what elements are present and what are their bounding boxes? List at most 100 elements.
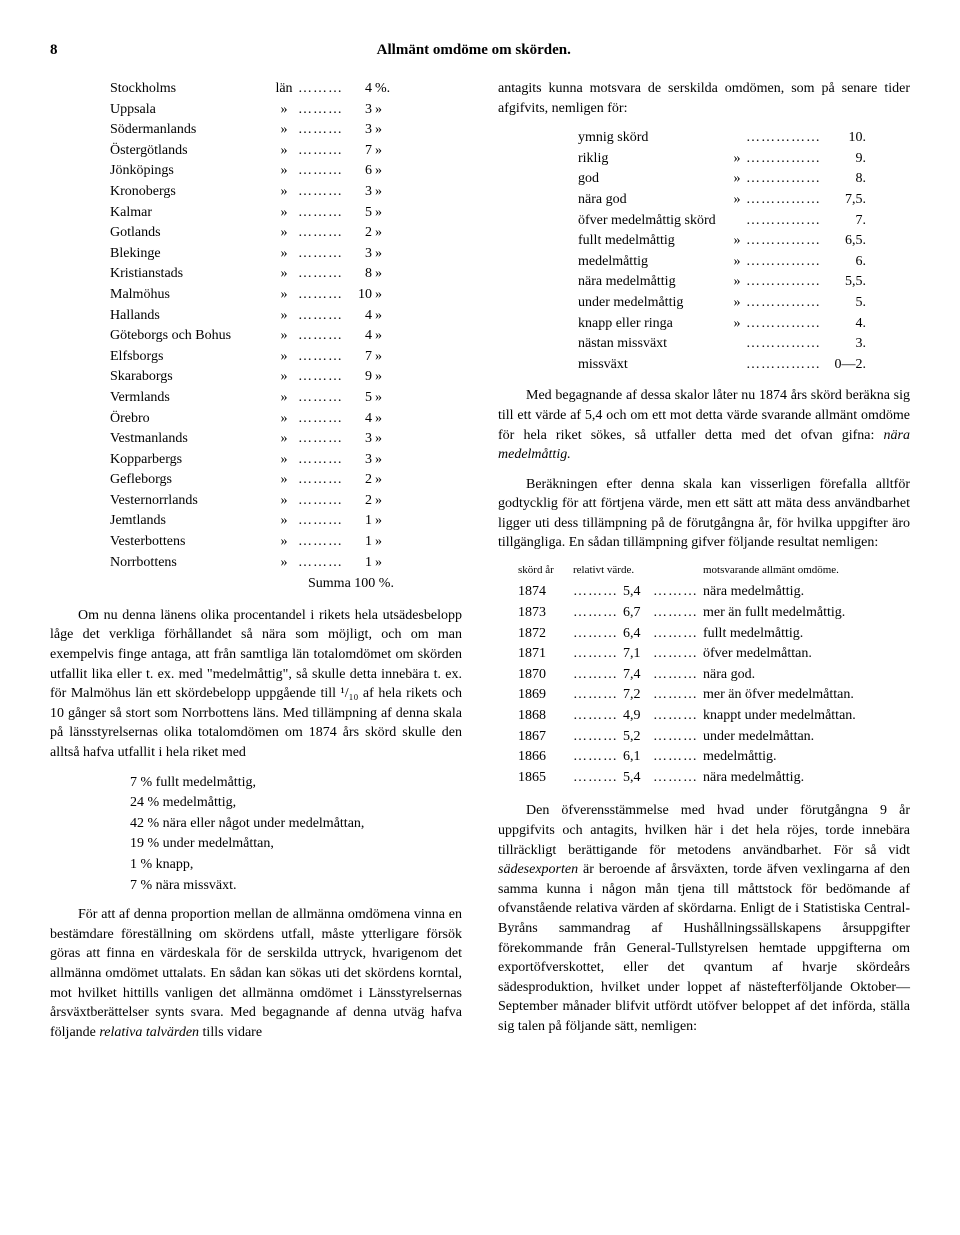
lan-value: 3: [346, 120, 372, 140]
lan-row: Norrbottens»………1»: [110, 553, 462, 573]
year-desc: medelmåttig.: [703, 747, 910, 767]
dots: ………: [298, 491, 346, 511]
pct-list-item: 24 % medelmåttig,: [130, 793, 462, 813]
scale-row: öfver medelmåttig skörd……………7.: [578, 211, 910, 231]
year-value: 5,4: [623, 582, 653, 602]
lan-word: »: [270, 429, 298, 449]
scale-label: ymnig skörd: [578, 128, 728, 148]
scale-label: under medelmåttig: [578, 293, 728, 313]
dots: ……………: [746, 293, 826, 313]
year-row: 1866………6,1………medelmåttig.: [518, 747, 910, 767]
year-year: 1867: [518, 727, 573, 747]
lan-name: Gotlands: [110, 223, 270, 243]
lan-unit: %.: [372, 79, 395, 99]
year-table-header: skörd år relativt värde. motsvarande all…: [518, 563, 910, 578]
summa-row: Summa 100 %.: [308, 574, 462, 594]
dots: ………: [298, 182, 346, 202]
scale-quote: [728, 211, 746, 231]
dots: ……………: [746, 231, 826, 251]
year-year: 1868: [518, 706, 573, 726]
dots: ………: [298, 264, 346, 284]
dots: ……………: [746, 355, 826, 375]
dots: ………: [573, 582, 623, 602]
lan-word: »: [270, 326, 298, 346]
lan-row: Kristianstads»………8»: [110, 264, 462, 284]
dots: ……………: [746, 272, 826, 292]
year-desc: knappt under medelmåttan.: [703, 706, 910, 726]
paragraph-r3: Beräkningen efter denna skala kan visser…: [498, 475, 910, 553]
lan-name: Vermlands: [110, 388, 270, 408]
scale-quote: »: [728, 169, 746, 189]
scale-quote: »: [728, 231, 746, 251]
lan-value: 7: [346, 141, 372, 161]
lan-unit: »: [372, 367, 395, 387]
left-column: Stockholmslän………4%.Uppsala»………3»Söderman…: [50, 79, 462, 1052]
lan-word: »: [270, 223, 298, 243]
year-year: 1873: [518, 603, 573, 623]
dots: ………: [298, 409, 346, 429]
lan-value: 2: [346, 470, 372, 490]
scale-value: 4.: [826, 314, 866, 334]
dots: ……………: [746, 252, 826, 272]
year-year: 1872: [518, 624, 573, 644]
paragraph-r1: antagits kunna motsvara de serskilda omd…: [498, 79, 910, 118]
pct-list-item: 19 % under medelmåttan,: [130, 834, 462, 854]
lan-row: Östergötlands»………7»: [110, 141, 462, 161]
lan-row: Jemtlands»………1»: [110, 511, 462, 531]
scale-quote: »: [728, 252, 746, 272]
year-value: 6,4: [623, 624, 653, 644]
lan-unit: »: [372, 161, 395, 181]
lan-name: Skaraborgs: [110, 367, 270, 387]
dots: ………: [298, 532, 346, 552]
year-row: 1872………6,4………fullt medelmåttig.: [518, 624, 910, 644]
dots: ………: [573, 727, 623, 747]
para2-text-c: tills vidare: [199, 1025, 262, 1040]
lan-unit: »: [372, 182, 395, 202]
year-row: 1867………5,2………under medelmåttan.: [518, 727, 910, 747]
pct-list-item: 7 % fullt medelmåttig,: [130, 773, 462, 793]
lan-value: 4: [346, 306, 372, 326]
lan-name: Vestmanlands: [110, 429, 270, 449]
paragraph-r4: Den öfverensstämmelse med hvad under för…: [498, 801, 910, 1036]
para-r4-c: är beroende af årsväxten, torde äfven ve…: [498, 862, 910, 1034]
lan-row: Vermlands»………5»: [110, 388, 462, 408]
para-r2-a: Med begagnande af dessa skalor låter nu …: [498, 388, 910, 442]
dots: ………: [573, 665, 623, 685]
dots: ………: [298, 367, 346, 387]
year-row: 1865………5,4………nära medelmåttig.: [518, 768, 910, 788]
dots: ………: [298, 429, 346, 449]
year-row: 1869………7,2………mer än öfver medelmåttan.: [518, 685, 910, 705]
dots: ……………: [746, 190, 826, 210]
lan-word: »: [270, 120, 298, 140]
lan-value: 7: [346, 347, 372, 367]
lan-word: »: [270, 264, 298, 284]
scale-quote: »: [728, 293, 746, 313]
lan-unit: »: [372, 100, 395, 120]
scale-row: ymnig skörd……………10.: [578, 128, 910, 148]
dots: ……………: [746, 334, 826, 354]
lan-row: Hallands»………4»: [110, 306, 462, 326]
dots: ………: [298, 79, 346, 99]
lan-word: »: [270, 470, 298, 490]
scale-value: 8.: [826, 169, 866, 189]
dots: ………: [298, 244, 346, 264]
dots: ………: [298, 141, 346, 161]
dots: ………: [298, 326, 346, 346]
dots: ………: [298, 388, 346, 408]
scale-label: nära god: [578, 190, 728, 210]
lan-unit: »: [372, 264, 395, 284]
lan-row: Kopparbergs»………3»: [110, 450, 462, 470]
lan-row: Södermanlands»………3»: [110, 120, 462, 140]
lan-word: »: [270, 532, 298, 552]
lan-name: Jemtlands: [110, 511, 270, 531]
lan-name: Norrbottens: [110, 553, 270, 573]
lan-unit: »: [372, 223, 395, 243]
lan-unit: »: [372, 409, 395, 429]
dots: ………: [653, 665, 703, 685]
year-row: 1868………4,9………knappt under medelmåttan.: [518, 706, 910, 726]
lan-unit: »: [372, 429, 395, 449]
lan-row: Jönköpings»………6»: [110, 161, 462, 181]
lan-unit: »: [372, 285, 395, 305]
year-header-value: relativt värde.: [573, 563, 703, 578]
dots: ………: [653, 706, 703, 726]
